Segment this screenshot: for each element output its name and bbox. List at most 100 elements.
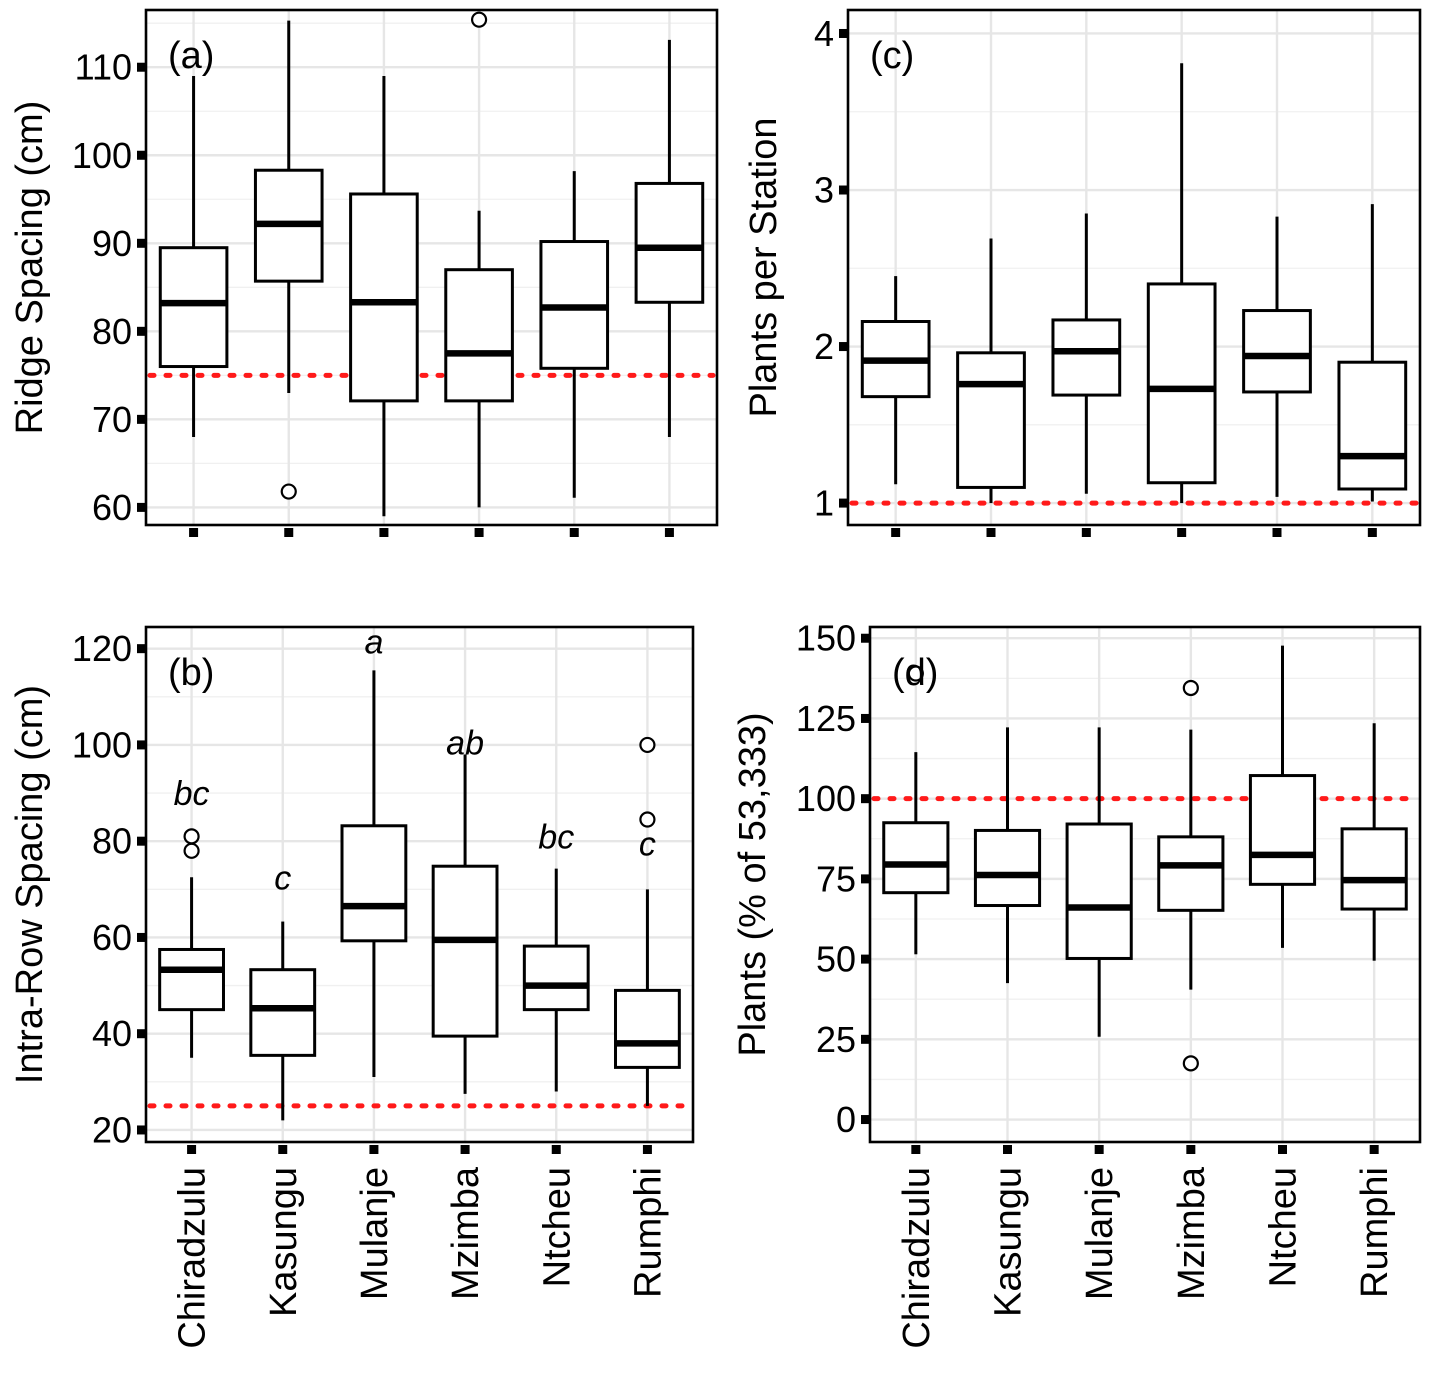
iqr-box: [614, 988, 681, 1069]
y-tick-label: 60: [92, 487, 132, 528]
y-tick-label: 2: [814, 326, 834, 367]
outlier-point: [1182, 679, 1199, 697]
box-mzimba: [444, 11, 514, 508]
iqr-box: [522, 944, 590, 1012]
y-tick-label: 60: [92, 917, 132, 958]
iqr-box: [973, 828, 1042, 908]
panel-c: 1 2 3 4 (c) Plants per Station: [743, 8, 1422, 537]
y-tick-mark: [137, 1029, 146, 1039]
significance-letter: bc: [538, 818, 574, 856]
iqr-box: [1248, 774, 1317, 886]
x-tick-mark: [911, 1145, 921, 1154]
y-axis-title: Plants per Station: [743, 118, 785, 418]
iqr-box: [349, 192, 419, 403]
outlier-point: [907, 665, 924, 682]
iqr-box: [1051, 318, 1122, 397]
y-tick-mark: [861, 633, 870, 643]
box-chiradzulu: [158, 76, 229, 437]
y-tick-label: 100: [72, 724, 132, 765]
y-tick-mark: [137, 62, 146, 72]
outlier-point: [183, 828, 200, 845]
y-tick-label: 0: [836, 1099, 856, 1140]
x-tick-mark: [379, 528, 389, 537]
box-mzimba: [431, 754, 499, 1094]
y-tick-label: 80: [92, 311, 132, 352]
outlier-point: [183, 842, 200, 859]
y-tick-label: 25: [816, 1019, 856, 1060]
iqr-box: [158, 947, 225, 1012]
significance-letter: bc: [174, 775, 210, 813]
iqr-box: [158, 246, 229, 369]
x-tick-mark: [551, 1145, 561, 1154]
y-tick-mark: [137, 326, 146, 336]
x-tick-mark: [1369, 1145, 1379, 1154]
x-category-label: Mulanje: [1079, 1167, 1121, 1300]
significance-letter: a: [364, 623, 383, 661]
y-tick-label: 40: [92, 1013, 132, 1054]
y-tick-mark: [137, 1125, 146, 1135]
x-category-label: Chiradzulu: [896, 1167, 938, 1349]
x-category-label: Mulanje: [354, 1167, 396, 1300]
x-tick-mark: [642, 1145, 652, 1154]
y-tick-label: 110: [75, 47, 132, 88]
iqr-box: [444, 268, 514, 403]
outlier-point: [1182, 1055, 1199, 1072]
box-mulanje: [340, 670, 408, 1078]
iqr-box: [1157, 835, 1225, 912]
y-axis-title: Plants (% of 53,333): [732, 712, 774, 1056]
y-axis-title: Intra-Row Spacing (cm): [9, 685, 51, 1084]
y-axis-title: Ridge Spacing (cm): [9, 101, 51, 435]
iqr-box: [1146, 282, 1217, 485]
box-mulanje: [1065, 727, 1133, 1037]
box-mzimba: [1146, 63, 1217, 504]
box-rumphi: [614, 736, 681, 1106]
significance-letter: c: [639, 826, 656, 864]
iqr-box: [1065, 822, 1133, 960]
plot-background: [146, 10, 717, 525]
x-category-label: Kasungu: [263, 1167, 305, 1317]
x-tick-mark: [986, 528, 996, 537]
x-tick-mark: [460, 1145, 470, 1154]
x-tick-mark: [569, 528, 579, 537]
y-tick-mark: [861, 954, 870, 964]
y-tick-label: 125: [796, 698, 856, 739]
y-tick-mark: [839, 498, 848, 508]
panel-tag: (c): [870, 35, 914, 77]
panel-tag: (b): [168, 652, 214, 694]
x-tick-mark: [1003, 1145, 1012, 1154]
y-tick-mark: [861, 713, 870, 723]
box-ntcheu: [539, 171, 610, 498]
box-rumphi: [1340, 723, 1408, 961]
significance-letter: c: [274, 859, 291, 897]
x-category-label: Rumphi: [627, 1167, 669, 1298]
y-tick-mark: [137, 414, 146, 424]
y-tick-mark: [861, 1034, 870, 1044]
plot-frame: [144, 8, 719, 527]
y-tick-mark: [839, 28, 848, 38]
panel-a: 60 70 80 90 100 110 (a) Ridge Spacing (cm): [9, 8, 719, 537]
plot-background: [848, 10, 1420, 525]
x-tick-mark: [891, 528, 901, 537]
x-tick-mark: [189, 528, 199, 537]
iqr-box: [431, 864, 499, 1038]
plot-frame: [144, 625, 695, 1144]
x-category-label: Mzimba: [445, 1166, 487, 1300]
panel-tag: (a): [168, 35, 214, 77]
box-rumphi: [1337, 204, 1408, 502]
y-tick-label: 120: [72, 628, 132, 669]
y-tick-mark: [839, 342, 848, 352]
y-tick-label: 50: [816, 939, 856, 980]
iqr-box: [1242, 309, 1312, 394]
y-tick-label: 80: [92, 821, 132, 862]
box-mulanje: [349, 76, 419, 517]
x-category-label: Mzimba: [1171, 1166, 1213, 1300]
plot-background: [870, 627, 1420, 1142]
y-tick-label: 4: [814, 13, 834, 54]
iqr-box: [882, 821, 950, 895]
outlier-point: [280, 483, 297, 500]
y-tick-mark: [861, 794, 870, 804]
box-chiradzulu: [882, 665, 950, 955]
box-kasungu: [253, 20, 324, 500]
x-tick-mark: [187, 1145, 197, 1154]
box-chiradzulu: [158, 828, 225, 1058]
